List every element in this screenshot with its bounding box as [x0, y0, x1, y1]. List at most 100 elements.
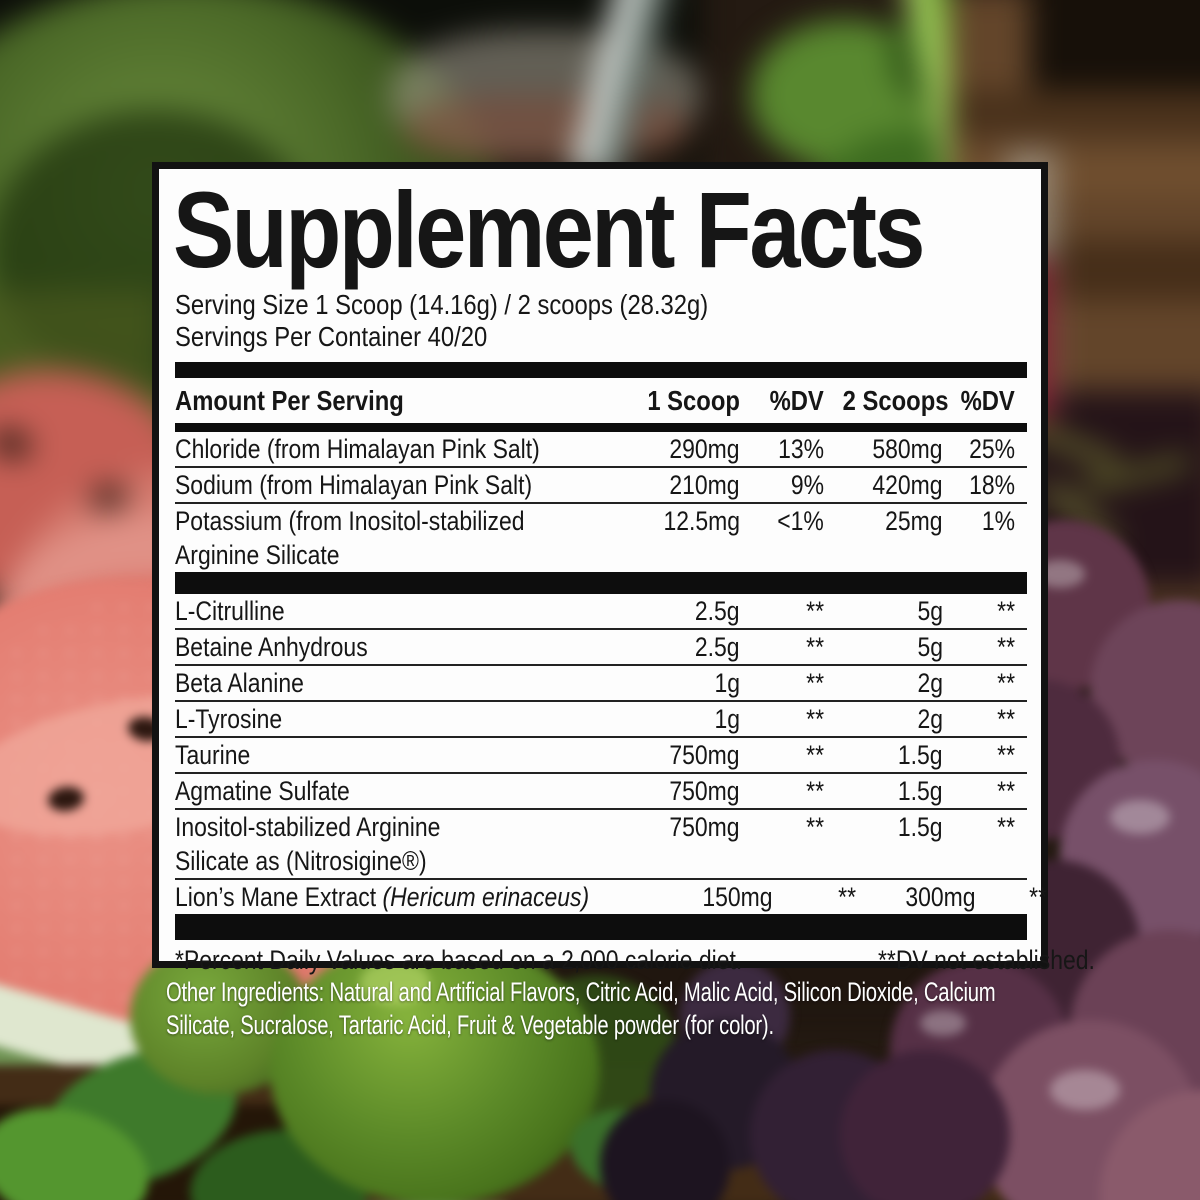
panel-title: Supplement Facts	[173, 169, 925, 290]
dv-1-scoop: **	[806, 740, 824, 771]
column-dv2: %DV	[960, 385, 1015, 417]
ingredient-name: Chloride (from Himalayan Pink Salt)	[175, 434, 540, 465]
amount-1-scoop: 210mg	[669, 470, 740, 501]
servings-per-container: Servings Per Container 40/20	[175, 321, 488, 353]
mint-leaf	[0, 1089, 162, 1200]
grape	[980, 1020, 1200, 1200]
divider-bar	[175, 423, 1027, 433]
green-straw	[894, 0, 988, 182]
footnote: *Percent Daily Values are based on a 2,0…	[175, 940, 1095, 976]
mint-leaf	[185, 1122, 375, 1200]
serving-size: Serving Size 1 Scoop (14.16g) / 2 scoops…	[175, 289, 709, 321]
mint-leaves-top	[750, 20, 940, 170]
dv-1-scoop: <1%	[777, 506, 824, 537]
dark-backdrop	[0, 0, 700, 170]
mint-leaf	[24, 1024, 256, 1200]
ingredient-name: Potassium (from Inositol-stabilized Argi…	[175, 506, 525, 571]
grape	[840, 1050, 1010, 1200]
amount-2-scoops: 1.5g	[898, 776, 943, 807]
dv-1-scoop: **	[806, 668, 824, 699]
watermelon-rind	[0, 1028, 511, 1200]
dv-2-scoops: 25%	[969, 434, 1015, 465]
table-row: Lion’s Mane Extract (Hericum erinaceus) …	[175, 880, 1047, 914]
amount-1-scoop: 750mg	[669, 776, 740, 807]
amount-1-scoop: 2.5g	[695, 632, 740, 663]
amount-2-scoops: 1.5g	[898, 740, 943, 771]
dv-2-scoops: **	[997, 596, 1015, 627]
amount-1-scoop: 1g	[714, 704, 740, 735]
table-row: Betaine Anhydrous 2.5g ** 5g **	[175, 630, 1027, 667]
watermelon-seed	[0, 425, 35, 463]
table-row: Beta Alanine 1g ** 2g **	[175, 666, 1027, 703]
ingredient-name: Lion’s Mane Extract (Hericum erinaceus)	[175, 882, 590, 913]
divider-bar	[175, 914, 1027, 941]
divider-bar	[175, 572, 1027, 595]
wood-table-shadow	[0, 1105, 300, 1200]
table-row: Inositol-stabilized Arginine Silicate as…	[175, 810, 1027, 881]
ingredient-name: Taurine	[175, 740, 251, 771]
watermelon-seed	[46, 784, 86, 814]
amount-1-scoop: 290mg	[669, 434, 740, 465]
table-row: Potassium (from Inositol-stabilized Argi…	[175, 504, 1027, 572]
ingredient-name: Betaine Anhydrous	[175, 632, 368, 663]
metal-straw	[570, 0, 682, 183]
amount-2-scoops: 420mg	[872, 470, 943, 501]
dv-2-scoops: 18%	[969, 470, 1015, 501]
table-row: L-Tyrosine 1g ** 2g **	[175, 702, 1027, 739]
table-header: Amount Per Serving 1 Scoop %DV 2 Scoops …	[175, 378, 1027, 423]
mint-leaves-top	[890, 0, 1060, 120]
dv-2-scoops: **	[997, 740, 1015, 771]
amount-2-scoops: 25mg	[885, 506, 943, 537]
dv-1-scoop: **	[838, 882, 857, 913]
amount-1-scoop: 12.5mg	[663, 506, 740, 537]
watermelon-rind-dark	[0, 1084, 515, 1200]
table-row: Chloride (from Himalayan Pink Salt) 290m…	[175, 432, 1027, 469]
grape	[600, 1100, 730, 1200]
table-row: L-Citrulline 2.5g ** 5g **	[175, 594, 1027, 631]
dv-not-established-note: **DV not established.	[878, 945, 1096, 976]
supplement-facts-panel: Supplement Facts Serving Size 1 Scoop (1…	[152, 162, 1095, 975]
amount-2-scoops: 1.5g	[898, 812, 943, 843]
watermelon-seed	[88, 481, 130, 514]
grape	[750, 1050, 920, 1200]
column-amount: Amount Per Serving	[175, 385, 404, 417]
olive-blur-band	[0, 290, 160, 440]
amount-1-scoop: 750mg	[669, 740, 740, 771]
amount-2-scoops: 580mg	[872, 434, 943, 465]
ingredient-name: Sodium (from Himalayan Pink Salt)	[175, 470, 533, 501]
grape	[650, 1020, 800, 1170]
wood-table	[0, 1065, 1200, 1200]
dv-1-scoop: **	[806, 596, 824, 627]
amount-1-scoop: 2.5g	[695, 596, 740, 627]
amount-2-scoops: 2g	[917, 668, 943, 699]
grape-stem	[1042, 482, 1118, 547]
column-dv1: %DV	[769, 385, 824, 417]
drink-liquid	[405, 95, 690, 165]
grape	[1100, 1090, 1200, 1200]
dv-2-scoops: **	[997, 668, 1015, 699]
grape-highlight	[1110, 800, 1170, 834]
amount-1-scoop: 150mg	[702, 882, 773, 913]
amount-2-scoops: 5g	[917, 632, 943, 663]
dv-1-scoop: 9%	[790, 470, 824, 501]
amount-1-scoop: 750mg	[669, 812, 740, 843]
amount-1-scoop: 1g	[714, 668, 740, 699]
amount-2-scoops: 5g	[917, 596, 943, 627]
wood-grain	[950, 90, 1200, 135]
dv-2-scoops: **	[997, 704, 1015, 735]
dv-2-scoops: 1%	[981, 506, 1015, 537]
dv-2-scoops: **	[997, 632, 1015, 663]
other-ingredients: Other Ingredients: Natural and Artificia…	[166, 977, 996, 1040]
ingredient-name: Inositol-stabilized Arginine Silicate as…	[175, 812, 441, 877]
grape-highlight	[1050, 1070, 1120, 1110]
divider-bar	[175, 362, 1027, 379]
wood-scratch	[319, 1077, 591, 1121]
ingredient-name: L-Citrulline	[175, 596, 285, 627]
daily-values-note: *Percent Daily Values are based on a 2,0…	[175, 945, 743, 976]
dv-1-scoop: **	[806, 776, 824, 807]
amount-2-scoops: 2g	[917, 704, 943, 735]
amount-2-scoops: 300mg	[905, 882, 976, 913]
drink-glass-top	[390, 30, 700, 160]
wood-scratch	[359, 1102, 561, 1122]
